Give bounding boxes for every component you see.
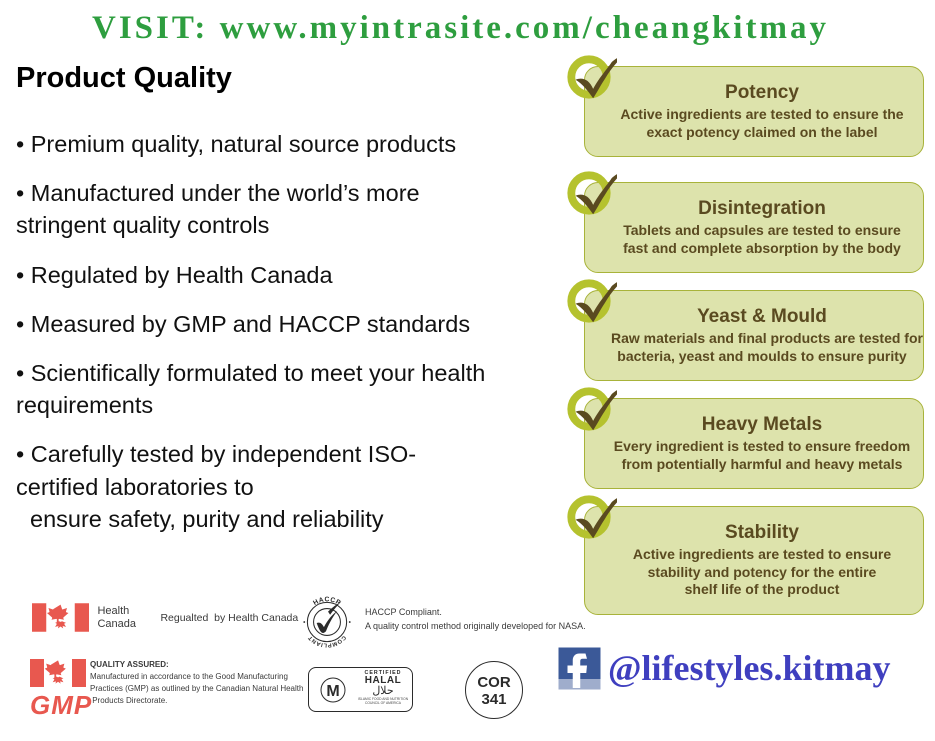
svg-text:M: M [326,683,339,700]
svg-text:COMPLIANT: COMPLIANT [307,634,346,648]
